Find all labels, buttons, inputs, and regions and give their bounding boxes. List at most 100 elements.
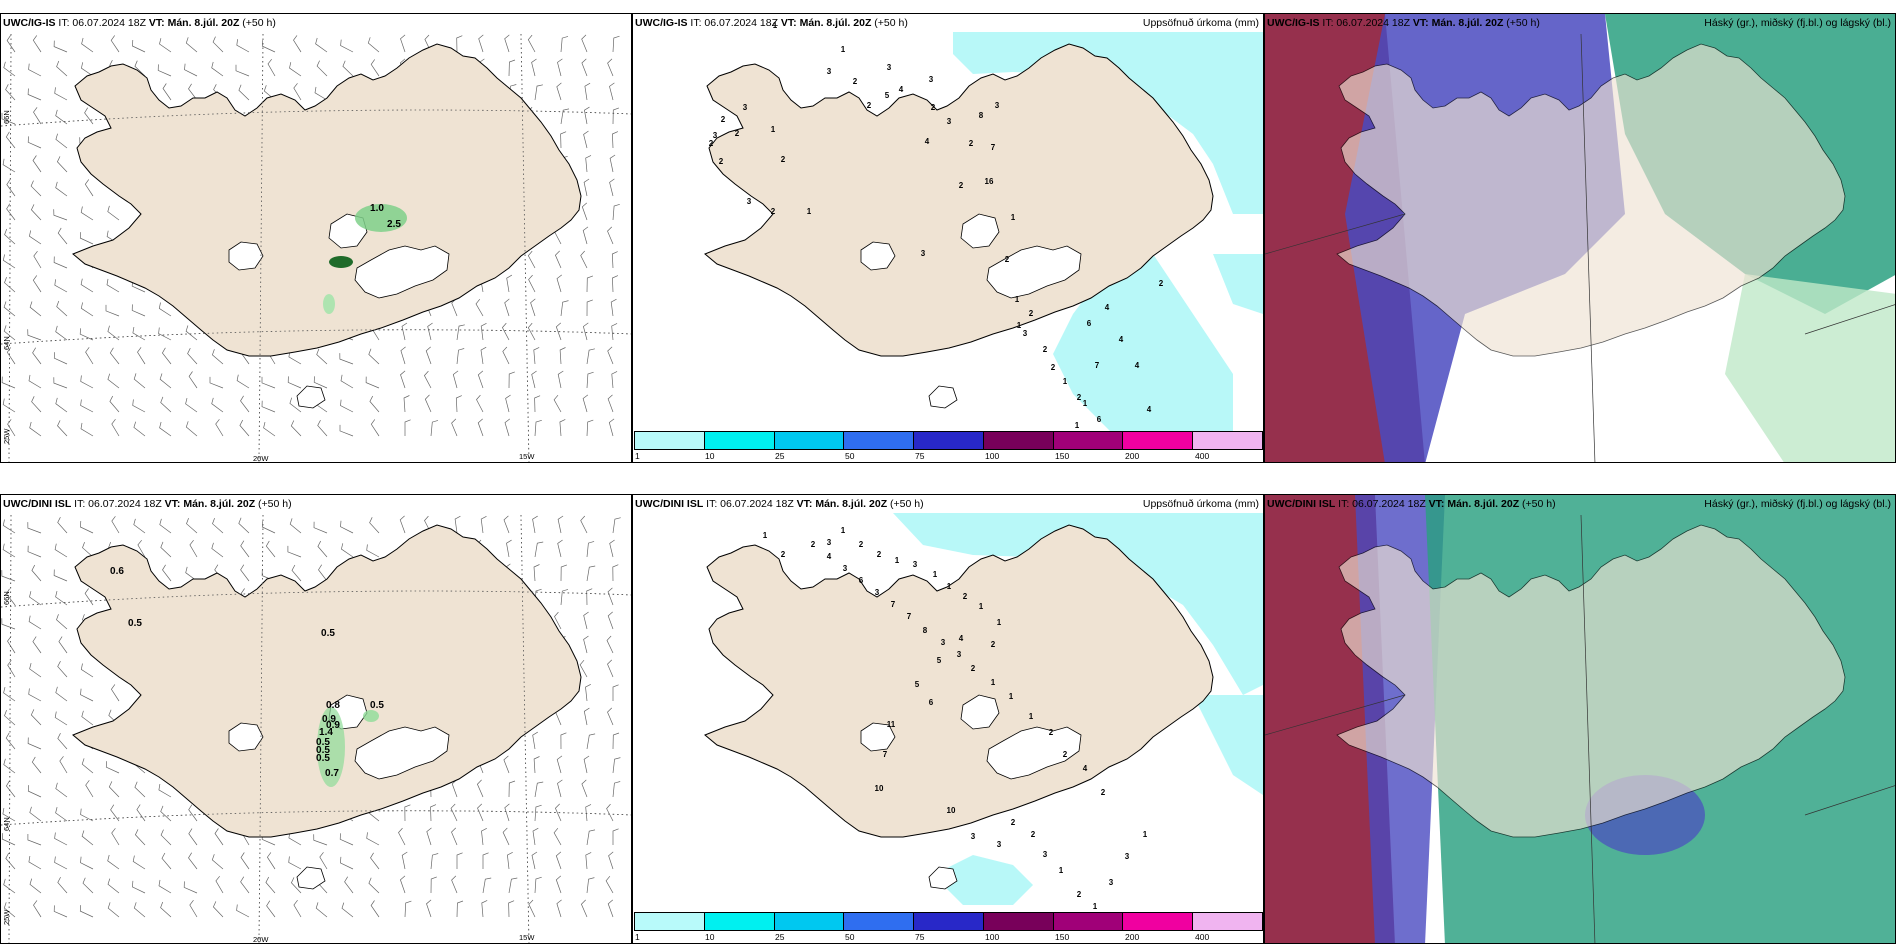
colorbar-tick-label: 75 bbox=[915, 932, 925, 942]
precip-value-label: 2 bbox=[735, 129, 740, 138]
wind-barb bbox=[29, 230, 42, 245]
precip-value-label: 2 bbox=[709, 139, 714, 148]
wind-barb bbox=[3, 758, 16, 774]
colorbar-swatch bbox=[774, 432, 845, 449]
wind-barb bbox=[261, 376, 276, 389]
wind-barb bbox=[160, 541, 172, 558]
colorbar-tick-label: 400 bbox=[1195, 451, 1210, 461]
wind-barb bbox=[508, 59, 516, 77]
colorbar-tick-label: 25 bbox=[775, 932, 785, 942]
wind-contour bbox=[323, 294, 335, 314]
wind-barb bbox=[81, 710, 94, 726]
wind-barb bbox=[530, 298, 536, 317]
wind-barb bbox=[85, 347, 94, 365]
precip-value-label: 7 bbox=[891, 600, 896, 609]
wind-barb bbox=[557, 539, 563, 558]
wind-barb bbox=[581, 202, 588, 221]
wind-barb bbox=[456, 324, 465, 341]
precip-value-label: 2 bbox=[1005, 255, 1010, 264]
precip-value-label: 2 bbox=[877, 550, 882, 559]
wind-barb bbox=[59, 756, 68, 774]
wind-barb bbox=[6, 35, 16, 53]
wind-barb bbox=[557, 515, 564, 534]
wind-barb bbox=[189, 899, 198, 918]
wind-barb bbox=[187, 348, 198, 365]
wind-barb bbox=[585, 683, 591, 702]
wind-barb bbox=[456, 900, 464, 918]
wind-barb bbox=[107, 325, 120, 341]
wind-barb bbox=[160, 805, 172, 822]
wind-barb bbox=[2, 398, 16, 413]
precip-value-label: 3 bbox=[997, 840, 1002, 849]
wind-barb bbox=[401, 851, 408, 870]
precip-value-label: 2 bbox=[781, 155, 786, 164]
precip-value-label: 6 bbox=[1087, 319, 1092, 328]
wind-barb bbox=[158, 327, 172, 341]
wind-barb bbox=[80, 302, 94, 317]
colorbar-tick-label: 200 bbox=[1125, 932, 1140, 942]
wind-barb bbox=[401, 322, 408, 341]
wind-barb bbox=[107, 205, 120, 221]
wind-barb bbox=[188, 828, 198, 846]
wind-barb bbox=[3, 61, 16, 77]
wind-barb bbox=[161, 852, 172, 870]
wind-barb bbox=[236, 374, 250, 389]
colorbar-tick-label: 10 bbox=[705, 451, 715, 461]
coastline bbox=[704, 43, 1214, 357]
wind-barb bbox=[133, 518, 146, 534]
wind-barb bbox=[367, 37, 380, 53]
wind-barb bbox=[53, 352, 68, 365]
wind-barb bbox=[398, 827, 406, 846]
wind-barb bbox=[607, 58, 614, 77]
precip-value-label: 2 bbox=[1051, 363, 1056, 372]
wind-barb bbox=[557, 370, 564, 389]
wind-barb bbox=[476, 779, 484, 798]
wind-barb bbox=[556, 274, 563, 293]
wind-barb bbox=[33, 250, 42, 269]
wind-barb bbox=[586, 588, 593, 606]
wind-speed-label: 0.5 bbox=[128, 618, 142, 629]
wind-barb bbox=[580, 515, 588, 534]
wind-speed-label: 0.7 bbox=[325, 768, 339, 779]
colorbar-tick-label: 150 bbox=[1055, 451, 1070, 461]
wind-barb bbox=[54, 856, 68, 870]
precip-value-label: 4 bbox=[959, 634, 964, 643]
wind-barb bbox=[399, 515, 406, 534]
wind-barb bbox=[400, 34, 406, 53]
wind-barb bbox=[137, 539, 146, 558]
wind-barb bbox=[56, 300, 68, 317]
wind-barb bbox=[611, 251, 618, 269]
wind-barb bbox=[612, 275, 619, 293]
precip-value-label: 6 bbox=[929, 698, 934, 707]
precip-value-label: 1 bbox=[947, 582, 952, 591]
lon-label-20w: 20W bbox=[253, 454, 269, 463]
grid-line bbox=[1580, 33, 1596, 462]
wind-speed-label: 0.5 bbox=[321, 628, 335, 639]
colorbar-tick-label: 150 bbox=[1055, 932, 1070, 942]
wind-barb bbox=[506, 274, 513, 293]
wind-barb bbox=[132, 326, 146, 341]
wind-barb bbox=[261, 400, 276, 413]
wind-barb bbox=[612, 732, 620, 750]
wind-barb bbox=[57, 420, 68, 437]
wind-barb bbox=[451, 298, 458, 317]
precip-value-label: 7 bbox=[883, 750, 888, 759]
wind-barb bbox=[186, 517, 198, 534]
wind-barb bbox=[158, 302, 172, 317]
wind-barb bbox=[612, 203, 620, 221]
wind-barb bbox=[267, 58, 276, 77]
wind-barb bbox=[2, 158, 16, 173]
wind-barb bbox=[80, 663, 94, 678]
wind-barb bbox=[263, 422, 276, 437]
colorbar-swatch bbox=[1053, 432, 1124, 449]
wind-barb bbox=[504, 803, 510, 822]
wind-barb bbox=[6, 203, 16, 221]
colorbar-ticks: 1 10 25 50 75 100 150 200 400 bbox=[634, 931, 1263, 943]
wind-barb bbox=[481, 827, 487, 846]
wind-map-panel-top: UWC/IG-IS IT: 06.07.2024 18Z VT: Mán. 8.… bbox=[0, 13, 632, 463]
wind-barb bbox=[55, 397, 68, 413]
wind-barb bbox=[368, 348, 380, 365]
wind-barb bbox=[319, 852, 328, 870]
colorbar-swatch bbox=[704, 913, 775, 930]
wind-barb bbox=[185, 421, 198, 437]
